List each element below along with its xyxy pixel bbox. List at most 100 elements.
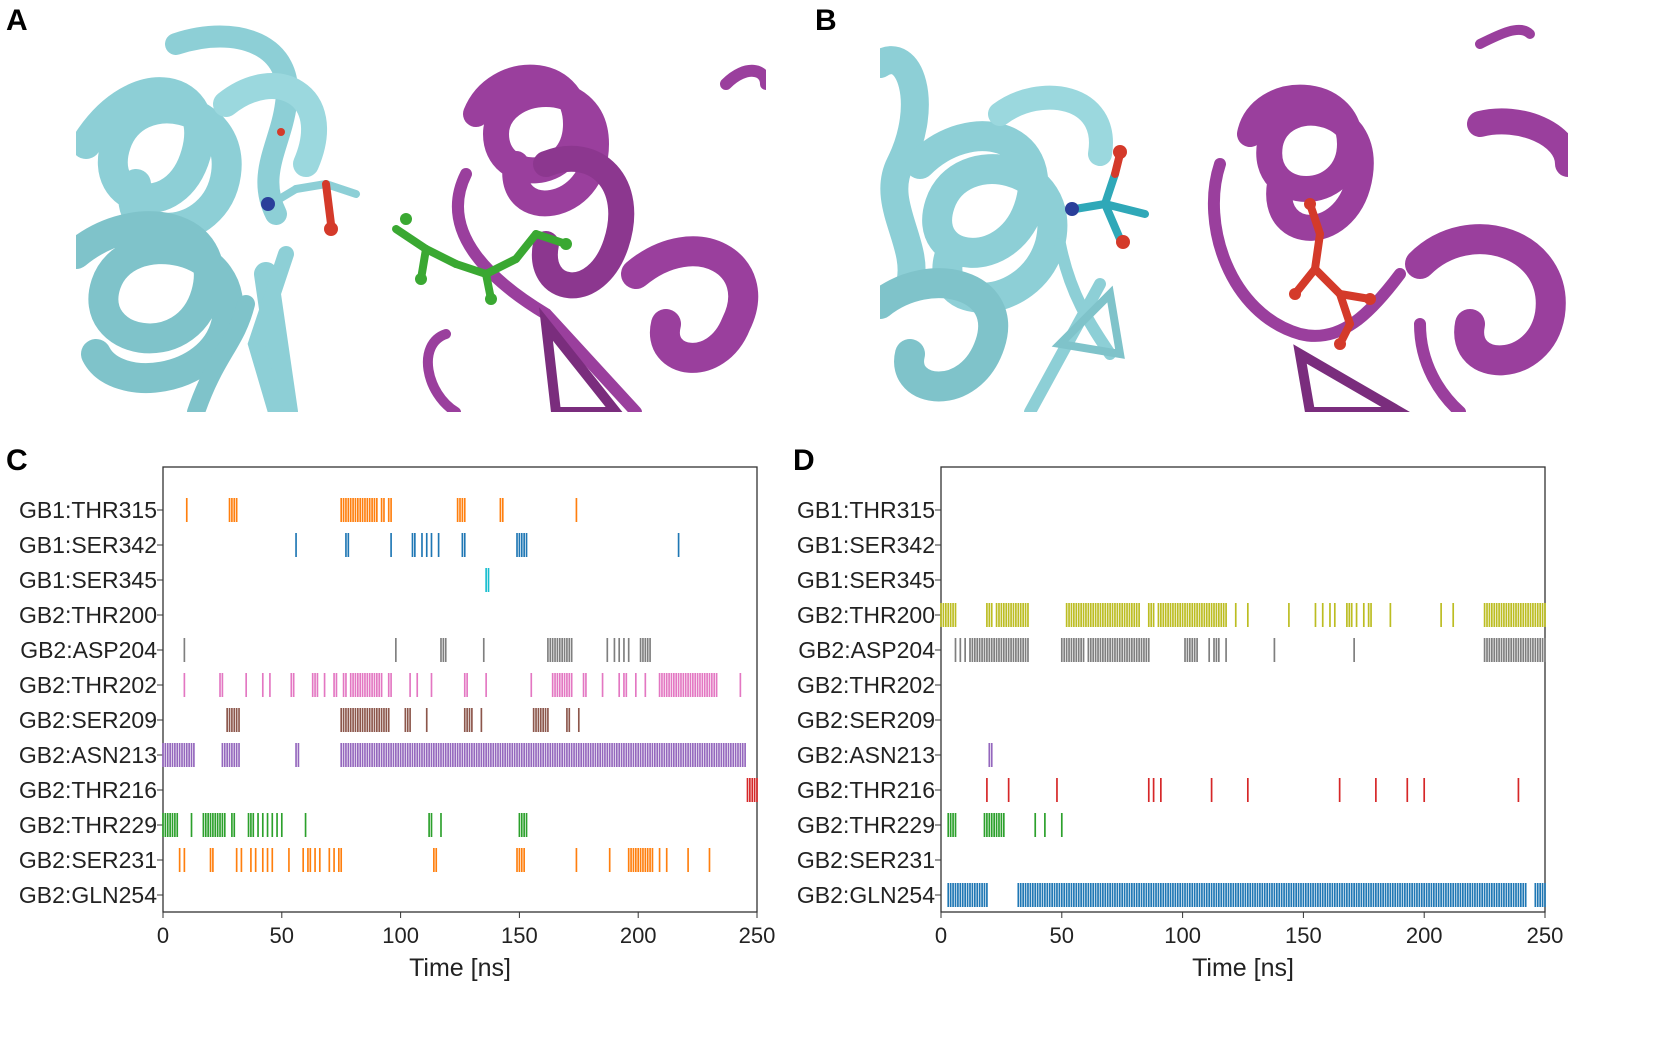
- event-mark: [440, 743, 442, 767]
- event-mark: [720, 743, 723, 767]
- event-mark: [1208, 603, 1211, 627]
- event-mark: [1324, 883, 1326, 907]
- event-mark: [1505, 638, 1508, 662]
- event-mark: [1193, 603, 1196, 627]
- event-mark: [630, 848, 632, 872]
- y-tick-label: GB2:THR229: [19, 812, 157, 838]
- event-mark: [1022, 883, 1024, 907]
- event-mark: [1068, 603, 1070, 627]
- event-mark: [606, 743, 609, 767]
- event-mark: [942, 603, 945, 627]
- event-mark: [1423, 883, 1426, 907]
- event-mark: [1097, 883, 1099, 907]
- event-mark: [357, 673, 359, 697]
- event-mark: [661, 673, 663, 697]
- event-mark: [1488, 883, 1491, 907]
- event-mark: [387, 498, 390, 522]
- event-mark: [383, 743, 385, 767]
- event-mark: [1534, 883, 1537, 907]
- plot-frame: [940, 466, 1546, 913]
- event-mark: [1307, 883, 1310, 907]
- event-mark: [1491, 883, 1493, 907]
- event-mark: [345, 708, 347, 732]
- event-mark: [235, 743, 238, 767]
- event-mark: [1474, 883, 1476, 907]
- event-mark: [554, 673, 556, 697]
- event-mark: [288, 848, 290, 872]
- event-mark: [1092, 883, 1095, 907]
- event-mark: [639, 638, 642, 662]
- event-mark: [1268, 883, 1271, 907]
- event-mark: [1164, 883, 1167, 907]
- event-mark: [1242, 883, 1244, 907]
- event-mark: [1515, 883, 1517, 907]
- event-mark: [1092, 638, 1095, 662]
- event-mark: [1060, 813, 1063, 837]
- event-mark: [644, 638, 647, 662]
- event-mark: [981, 883, 983, 907]
- event-mark: [304, 813, 307, 837]
- event-mark: [696, 673, 699, 697]
- event-mark: [335, 673, 338, 697]
- event-mark: [347, 498, 350, 522]
- event-mark: [1464, 883, 1467, 907]
- event-mark: [620, 743, 623, 767]
- event-mark: [1172, 603, 1174, 627]
- event-mark: [1167, 883, 1169, 907]
- event-mark: [516, 533, 518, 557]
- event-mark: [632, 848, 635, 872]
- event-mark: [204, 813, 207, 837]
- event-mark: [387, 708, 390, 732]
- event-mark: [364, 743, 366, 767]
- event-mark: [949, 603, 952, 627]
- event-mark: [1469, 883, 1471, 907]
- event-mark: [1370, 603, 1372, 627]
- event-mark: [563, 673, 566, 697]
- event-mark: [639, 848, 642, 872]
- event-mark: [371, 673, 373, 697]
- event-mark: [430, 533, 433, 557]
- event-mark: [1517, 603, 1520, 627]
- event-mark: [252, 813, 255, 837]
- event-mark: [178, 848, 181, 872]
- event-mark: [1160, 778, 1162, 802]
- event-mark: [269, 673, 271, 697]
- event-mark: [646, 638, 649, 662]
- event-mark: [520, 813, 523, 837]
- event-mark: [998, 603, 1000, 627]
- event-mark: [323, 673, 326, 697]
- event-mark: [480, 743, 483, 767]
- event-mark: [625, 673, 628, 697]
- event-mark: [1135, 603, 1138, 627]
- event-mark: [345, 533, 347, 557]
- event-mark: [223, 743, 226, 767]
- event-mark: [1288, 603, 1290, 627]
- event-mark: [993, 813, 995, 837]
- event-mark: [1273, 883, 1276, 907]
- x-tick-label: 0: [935, 923, 947, 948]
- event-mark: [471, 708, 473, 732]
- event-mark: [373, 743, 376, 767]
- event-mark: [1423, 778, 1426, 802]
- event-mark: [558, 743, 561, 767]
- event-mark: [1005, 638, 1008, 662]
- plot-frame: [162, 466, 758, 913]
- x-tick-label: 200: [1406, 923, 1443, 948]
- y-tick-label: GB2:ASP204: [798, 637, 935, 663]
- event-mark: [947, 603, 950, 627]
- event-mark: [1406, 883, 1409, 907]
- event-mark: [402, 743, 404, 767]
- event-mark: [1184, 638, 1186, 662]
- event-mark: [423, 743, 426, 767]
- event-mark: [223, 813, 226, 837]
- event-mark: [687, 673, 689, 697]
- event-mark: [520, 848, 523, 872]
- x-axis-label: Time [ns]: [409, 954, 511, 982]
- event-mark: [485, 743, 487, 767]
- y-tick-label: GB2:SER231: [19, 847, 157, 873]
- event-mark: [684, 673, 687, 697]
- event-mark: [231, 498, 233, 522]
- event-mark: [261, 813, 264, 837]
- event-mark: [385, 708, 388, 732]
- event-mark: [1433, 883, 1435, 907]
